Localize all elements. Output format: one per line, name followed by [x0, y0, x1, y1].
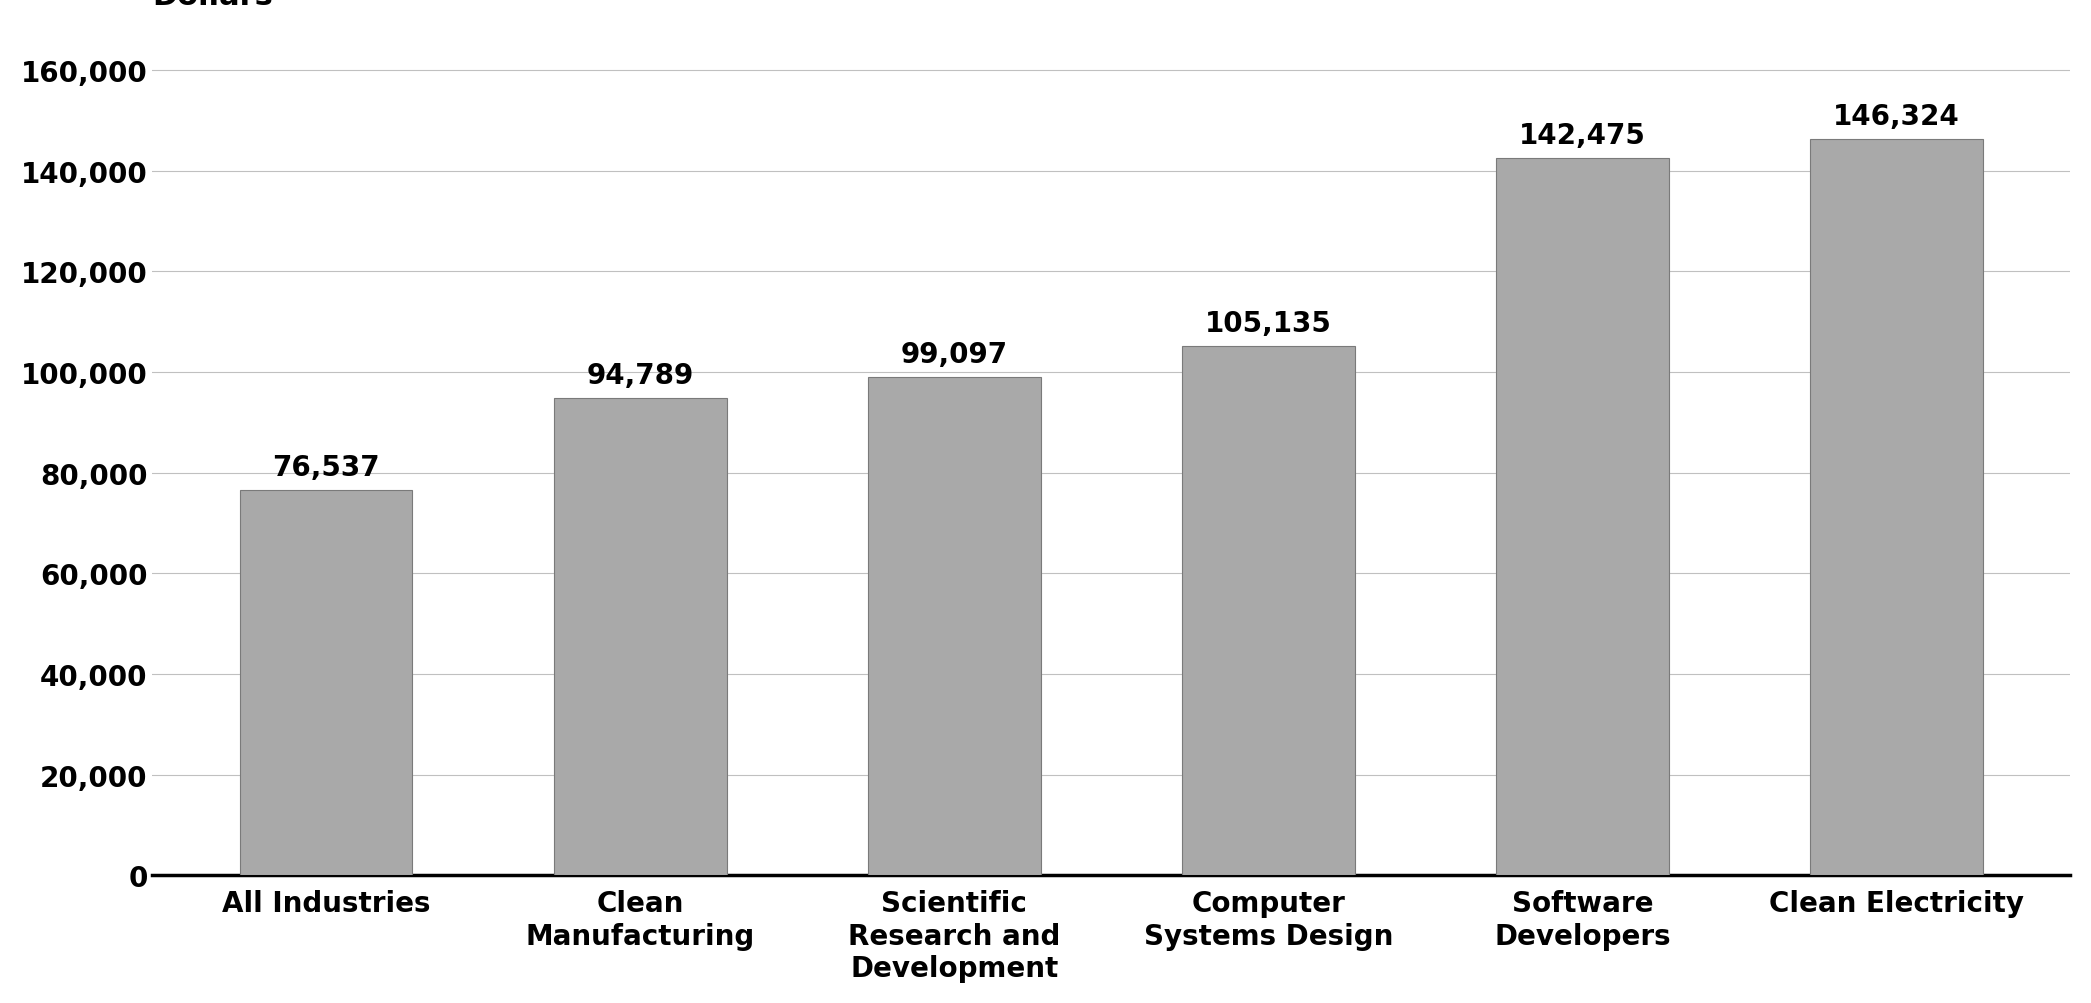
Bar — [554, 399, 726, 876]
Bar — [868, 377, 1041, 876]
Text: Dollars: Dollars — [153, 0, 274, 11]
Text: 146,324: 146,324 — [1834, 103, 1959, 130]
Text: 142,475: 142,475 — [1518, 122, 1646, 150]
Text: 105,135: 105,135 — [1204, 310, 1332, 338]
Bar — [240, 490, 412, 876]
Text: 94,789: 94,789 — [585, 362, 694, 390]
Bar — [1495, 159, 1669, 876]
Bar — [1811, 139, 1982, 876]
Bar — [1181, 347, 1355, 876]
Text: 76,537: 76,537 — [272, 453, 381, 481]
Text: 99,097: 99,097 — [901, 340, 1008, 368]
